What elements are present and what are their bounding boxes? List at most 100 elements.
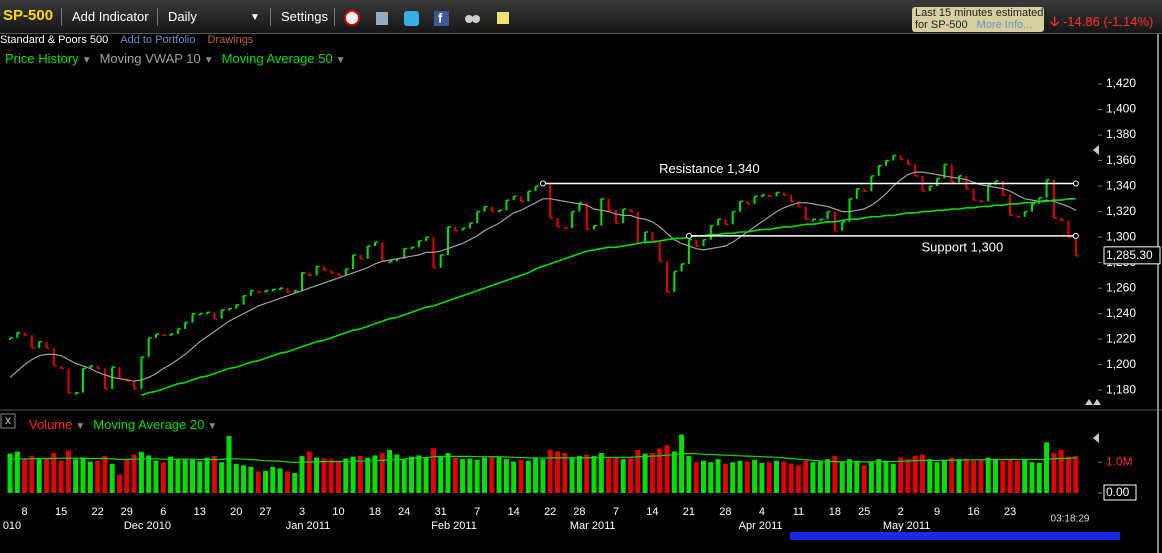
volume-bar bbox=[438, 456, 444, 493]
price-range bbox=[235, 304, 238, 309]
price-range bbox=[899, 155, 902, 160]
note-icon[interactable] bbox=[497, 12, 509, 24]
x-tick-label: 27 bbox=[259, 506, 271, 518]
twitter-icon[interactable] bbox=[404, 11, 419, 26]
volume-bar bbox=[715, 459, 721, 493]
x-tick-label: 31 bbox=[435, 506, 447, 518]
legend-entry[interactable]: Moving Average 20 bbox=[93, 417, 205, 432]
price-range bbox=[82, 368, 84, 393]
price-bar bbox=[89, 365, 94, 369]
price-range bbox=[425, 237, 428, 241]
price-range bbox=[395, 258, 398, 262]
price-range bbox=[571, 211, 574, 229]
volume-bar bbox=[854, 460, 860, 493]
volume-bar bbox=[956, 459, 962, 493]
volume-bar bbox=[190, 459, 195, 493]
volume-bar bbox=[533, 458, 539, 493]
interval[interactable]: Daily bbox=[168, 9, 197, 24]
volume-bar bbox=[482, 457, 487, 493]
price-bar bbox=[23, 332, 28, 337]
price-bar bbox=[1009, 195, 1014, 217]
price-bar bbox=[1052, 179, 1057, 219]
y-tick-label: 1,200 bbox=[1106, 357, 1136, 371]
price-range bbox=[388, 261, 391, 264]
price-range bbox=[286, 288, 289, 292]
add-indicator[interactable]: Add Indicator bbox=[72, 9, 149, 24]
price-range bbox=[337, 272, 340, 276]
price-range bbox=[111, 367, 114, 389]
price-range bbox=[892, 155, 895, 161]
price-range bbox=[228, 308, 230, 311]
volume-bar bbox=[839, 462, 845, 493]
price-bar bbox=[1060, 217, 1065, 222]
legend-entry[interactable]: Moving Average 50 bbox=[221, 51, 333, 66]
price-bar bbox=[279, 287, 284, 291]
price-bar bbox=[593, 224, 597, 230]
price-bar bbox=[198, 312, 203, 316]
scrollbar bbox=[790, 532, 1120, 540]
drawings-link[interactable]: Drawings bbox=[207, 34, 254, 46]
legend-entry[interactable]: Price History bbox=[5, 51, 79, 66]
volume-bar bbox=[920, 454, 925, 493]
volume-bar bbox=[95, 460, 101, 493]
y-tick-label: 1,340 bbox=[1106, 178, 1136, 192]
legend-entry[interactable]: Moving VWAP 10 bbox=[99, 51, 201, 66]
add-portfolio-link[interactable]: Add to Portfolio bbox=[120, 34, 196, 46]
price-bar bbox=[687, 238, 692, 264]
price-bar bbox=[454, 226, 459, 232]
close-button[interactable] bbox=[0, 413, 16, 429]
settings[interactable]: Settings bbox=[281, 9, 328, 24]
price-range bbox=[819, 219, 822, 222]
price-range bbox=[950, 164, 953, 183]
annotation-handle bbox=[1072, 180, 1079, 187]
price-range bbox=[242, 295, 245, 305]
price-range bbox=[279, 288, 282, 291]
volume-average-line bbox=[10, 453, 1076, 464]
volume-bar bbox=[825, 459, 831, 493]
price-range bbox=[103, 368, 106, 389]
indicator-line bbox=[141, 198, 1076, 396]
legend-arrow[interactable]: ▼ bbox=[207, 421, 218, 432]
volume-bar bbox=[36, 459, 42, 493]
volume-bar bbox=[452, 457, 458, 493]
price-bar bbox=[877, 164, 882, 176]
volume-bar bbox=[803, 460, 809, 493]
price-bar bbox=[563, 226, 568, 229]
legend-arrow[interactable]: ▼ bbox=[335, 55, 346, 66]
legend-arrow[interactable]: ▼ bbox=[203, 55, 214, 66]
price-range bbox=[848, 198, 851, 222]
price-range bbox=[965, 175, 968, 189]
price-range bbox=[717, 219, 720, 226]
symbol[interactable]: SP-500 bbox=[3, 7, 54, 24]
alarm-icon[interactable] bbox=[344, 10, 360, 26]
price-range bbox=[812, 219, 814, 222]
price-bar bbox=[483, 205, 488, 212]
volume-bar bbox=[467, 458, 473, 493]
price-range bbox=[483, 206, 486, 212]
volume-bar bbox=[1051, 453, 1057, 493]
volume-bar bbox=[868, 462, 874, 493]
facebook-icon[interactable] bbox=[434, 11, 449, 26]
dropdown-arrow[interactable]: ▼ bbox=[250, 12, 260, 23]
price-range bbox=[176, 328, 179, 335]
price-range bbox=[461, 228, 464, 231]
price-range bbox=[782, 192, 785, 196]
more-info-link[interactable]: More Info... bbox=[976, 19, 1033, 31]
y-tick-label: 1,400 bbox=[1106, 102, 1136, 116]
volume-bar bbox=[1066, 456, 1071, 493]
volume-bar bbox=[1007, 459, 1013, 493]
x-tick-label: 6 bbox=[160, 506, 166, 518]
volume-bar bbox=[737, 460, 743, 493]
legend-entry[interactable]: Volume bbox=[29, 417, 73, 432]
price-bar bbox=[571, 210, 576, 229]
legend-arrow[interactable]: ▼ bbox=[81, 55, 92, 66]
volume-bar bbox=[985, 457, 991, 493]
volume-bar bbox=[109, 463, 115, 493]
volume-bar bbox=[584, 454, 590, 493]
legend-arrow[interactable]: ▼ bbox=[75, 421, 86, 432]
price-bar bbox=[308, 272, 313, 277]
volume-bar bbox=[80, 457, 86, 493]
link-icon[interactable] bbox=[465, 15, 473, 23]
volume-bar bbox=[401, 459, 407, 493]
print-icon[interactable] bbox=[376, 12, 388, 25]
